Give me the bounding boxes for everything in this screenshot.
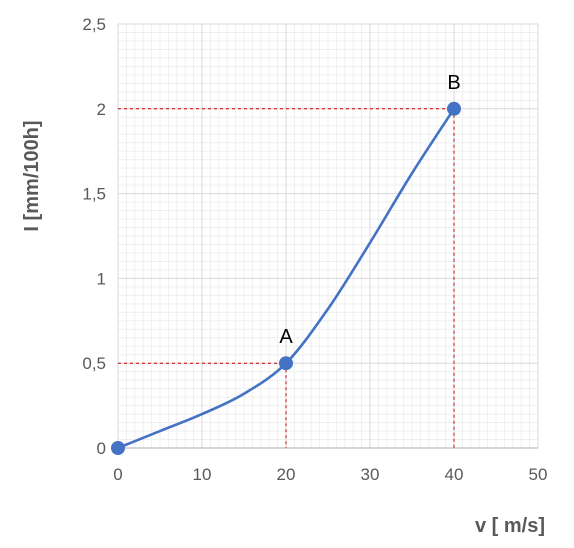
x-tick-label: 30: [361, 465, 380, 484]
x-tick-label: 40: [445, 465, 464, 484]
markers: AB: [111, 72, 461, 455]
y-tick-label: 2: [97, 100, 106, 119]
series-line: [117, 108, 456, 450]
y-tick-label: 0,5: [82, 354, 106, 373]
point-label: B: [447, 72, 460, 94]
minor-grid: [118, 24, 538, 448]
x-tick-label: 50: [529, 465, 548, 484]
reference-lines: [118, 108, 455, 448]
x-tick-label: 0: [113, 465, 122, 484]
x-tick-label: 10: [193, 465, 212, 484]
y-tick-labels: 0 0,5 1 1,5 2 2,5: [82, 15, 106, 458]
data-point-marker: [279, 356, 293, 371]
x-axis-title: v [ m/s]: [475, 515, 545, 537]
data-point-marker: [111, 441, 125, 455]
y-tick-label: 0: [97, 439, 106, 458]
y-tick-label: 1: [97, 269, 106, 288]
y-tick-label: 1,5: [82, 185, 106, 204]
point-label: A: [279, 326, 293, 348]
x-tick-labels: 0 10 20 30 40 50: [113, 465, 547, 484]
data-point-marker: [447, 101, 461, 116]
x-tick-label: 20: [277, 465, 296, 484]
y-tick-label: 2,5: [82, 15, 106, 34]
y-axis-title: I [mm/100h]: [21, 120, 43, 231]
